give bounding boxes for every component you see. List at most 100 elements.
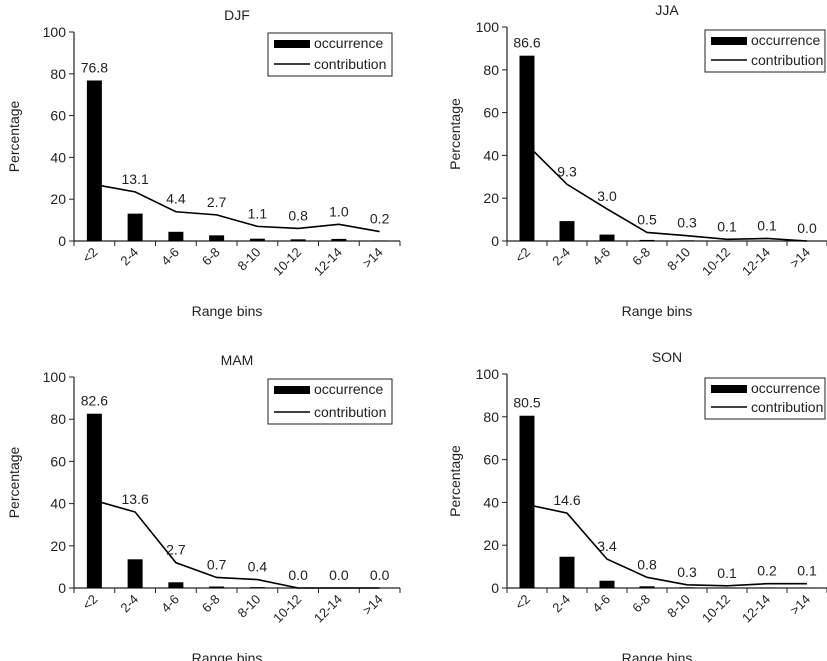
x-tick-label: 10-12 xyxy=(270,245,304,279)
y-tick-label: 0 xyxy=(491,580,499,596)
x-tick-label: 12-14 xyxy=(311,245,345,279)
bar-occurrence xyxy=(168,231,184,241)
y-tick-label: 0 xyxy=(58,580,66,596)
data-label: 0.8 xyxy=(637,556,657,572)
line-contribution xyxy=(526,144,808,242)
bar-occurrence xyxy=(559,556,575,588)
data-label: 13.6 xyxy=(122,491,149,507)
legend-label-contribution: contribution xyxy=(314,404,386,420)
x-tick-label: 6-8 xyxy=(629,245,653,269)
data-label: 13.1 xyxy=(122,171,149,187)
y-tick-label: 20 xyxy=(50,191,66,207)
legend-label-occurrence: occurrence xyxy=(314,35,383,51)
data-label: 3.0 xyxy=(597,188,617,204)
data-label: 0.0 xyxy=(370,567,390,583)
x-tick-label: 12-14 xyxy=(311,592,345,626)
chart-panel-djf: DJF 0 20 40 60 80 100 Percentage <2 2-4 4-6 6-8 8-10… xyxy=(6,7,401,319)
bar-occurrence xyxy=(559,221,575,241)
x-tick-label: 10-12 xyxy=(699,245,733,279)
y-tick-label: 20 xyxy=(483,537,499,553)
x-tick-label: 4-6 xyxy=(589,592,613,616)
bar-occurrence xyxy=(599,580,615,588)
bar-occurrence xyxy=(599,234,615,241)
legend-swatch-occurrence xyxy=(274,40,310,48)
data-label: 0.2 xyxy=(757,563,777,579)
x-tick-label: 12-14 xyxy=(739,245,773,279)
x-tick-label: 12-14 xyxy=(739,592,773,626)
x-tick-label: <2 xyxy=(512,592,533,613)
x-tick-label: 8-10 xyxy=(664,592,693,621)
legend-box xyxy=(704,377,826,420)
bar-occurrence xyxy=(331,238,347,241)
bar-occurrence xyxy=(679,587,695,588)
x-tick-label: 10-12 xyxy=(699,592,733,626)
legend-swatch-occurrence xyxy=(711,385,747,393)
x-tick-label: 4-6 xyxy=(589,245,613,269)
data-label: 0.3 xyxy=(677,564,697,580)
x-axis-label: Range bins xyxy=(192,303,263,319)
y-axis-label: Percentage xyxy=(447,445,463,517)
legend: occurrence contribution xyxy=(704,29,826,73)
x-tick-label: <2 xyxy=(79,592,100,613)
data-label: 80.5 xyxy=(513,395,540,411)
data-label: 2.7 xyxy=(166,542,186,558)
data-label: 0.7 xyxy=(207,556,227,572)
y-tick-label: 100 xyxy=(476,19,500,35)
line-contribution xyxy=(526,503,807,587)
legend-swatch-occurrence xyxy=(711,37,747,45)
x-axis-label: Range bins xyxy=(192,650,263,661)
y-tick-label: 60 xyxy=(50,453,66,469)
x-tick-label: <2 xyxy=(512,245,533,266)
x-tick-label: 4-6 xyxy=(158,245,182,269)
bar-occurrence xyxy=(86,80,102,241)
bar-occurrence xyxy=(639,586,655,588)
data-label: 0.8 xyxy=(288,207,308,223)
y-axis-label: Percentage xyxy=(6,100,22,172)
y-tick-label: 20 xyxy=(50,538,66,554)
y-tick-label: 80 xyxy=(50,411,66,427)
data-label: 86.6 xyxy=(513,35,540,51)
y-axis-label: Percentage xyxy=(6,446,22,518)
bar-occurrence xyxy=(290,239,306,241)
y-tick-label: 40 xyxy=(50,496,66,512)
data-label: 0.1 xyxy=(717,218,737,234)
x-tick-label: >14 xyxy=(787,245,813,271)
y-tick-label: 100 xyxy=(43,24,67,40)
bar-occurrence xyxy=(249,238,265,241)
chart-panel-son: SON 0 20 40 60 80 100 Percentage <2 2-4 4-6 6-8 8-10… xyxy=(447,349,827,661)
data-label: 1.0 xyxy=(329,203,349,219)
bar-occurrence xyxy=(127,559,143,588)
y-tick-label: 80 xyxy=(483,62,499,78)
y-tick-label: 100 xyxy=(43,369,67,385)
data-label: 3.4 xyxy=(597,538,617,554)
legend-label-occurrence: occurrence xyxy=(751,32,820,48)
legend: occurrence contribution xyxy=(267,32,393,77)
chart-title: DJF xyxy=(224,7,250,23)
data-label: 2.7 xyxy=(207,194,227,210)
y-tick-label: 40 xyxy=(483,147,499,163)
legend-swatch-occurrence xyxy=(274,386,310,394)
bar-occurrence xyxy=(127,213,143,241)
legend-label-contribution: contribution xyxy=(751,399,823,415)
x-tick-label: >14 xyxy=(360,245,386,271)
legend: occurrence contribution xyxy=(704,377,826,420)
x-tick-label: 4-6 xyxy=(158,592,182,616)
x-tick-label: <2 xyxy=(79,245,100,266)
bar-occurrence xyxy=(168,582,184,588)
data-label: 76.8 xyxy=(81,59,108,75)
bar-occurrence xyxy=(679,240,695,241)
x-tick-label: 6-8 xyxy=(199,245,223,269)
line-contribution xyxy=(94,499,380,589)
x-tick-label: 6-8 xyxy=(199,592,223,616)
data-label: 0.2 xyxy=(370,211,390,227)
chart-title: SON xyxy=(652,349,682,365)
y-tick-label: 0 xyxy=(58,233,66,249)
x-tick-label: 8-10 xyxy=(234,245,263,274)
legend: occurrence contribution xyxy=(267,378,393,425)
chart-panel-mam: MAM 0 20 40 60 80 100 Percentage <2 2-4 4-6 6-8 8-10… xyxy=(6,352,401,661)
chart-title: JJA xyxy=(655,2,679,18)
y-tick-label: 20 xyxy=(483,190,499,206)
y-tick-label: 0 xyxy=(491,233,499,249)
x-tick-label: 2-4 xyxy=(549,592,573,616)
